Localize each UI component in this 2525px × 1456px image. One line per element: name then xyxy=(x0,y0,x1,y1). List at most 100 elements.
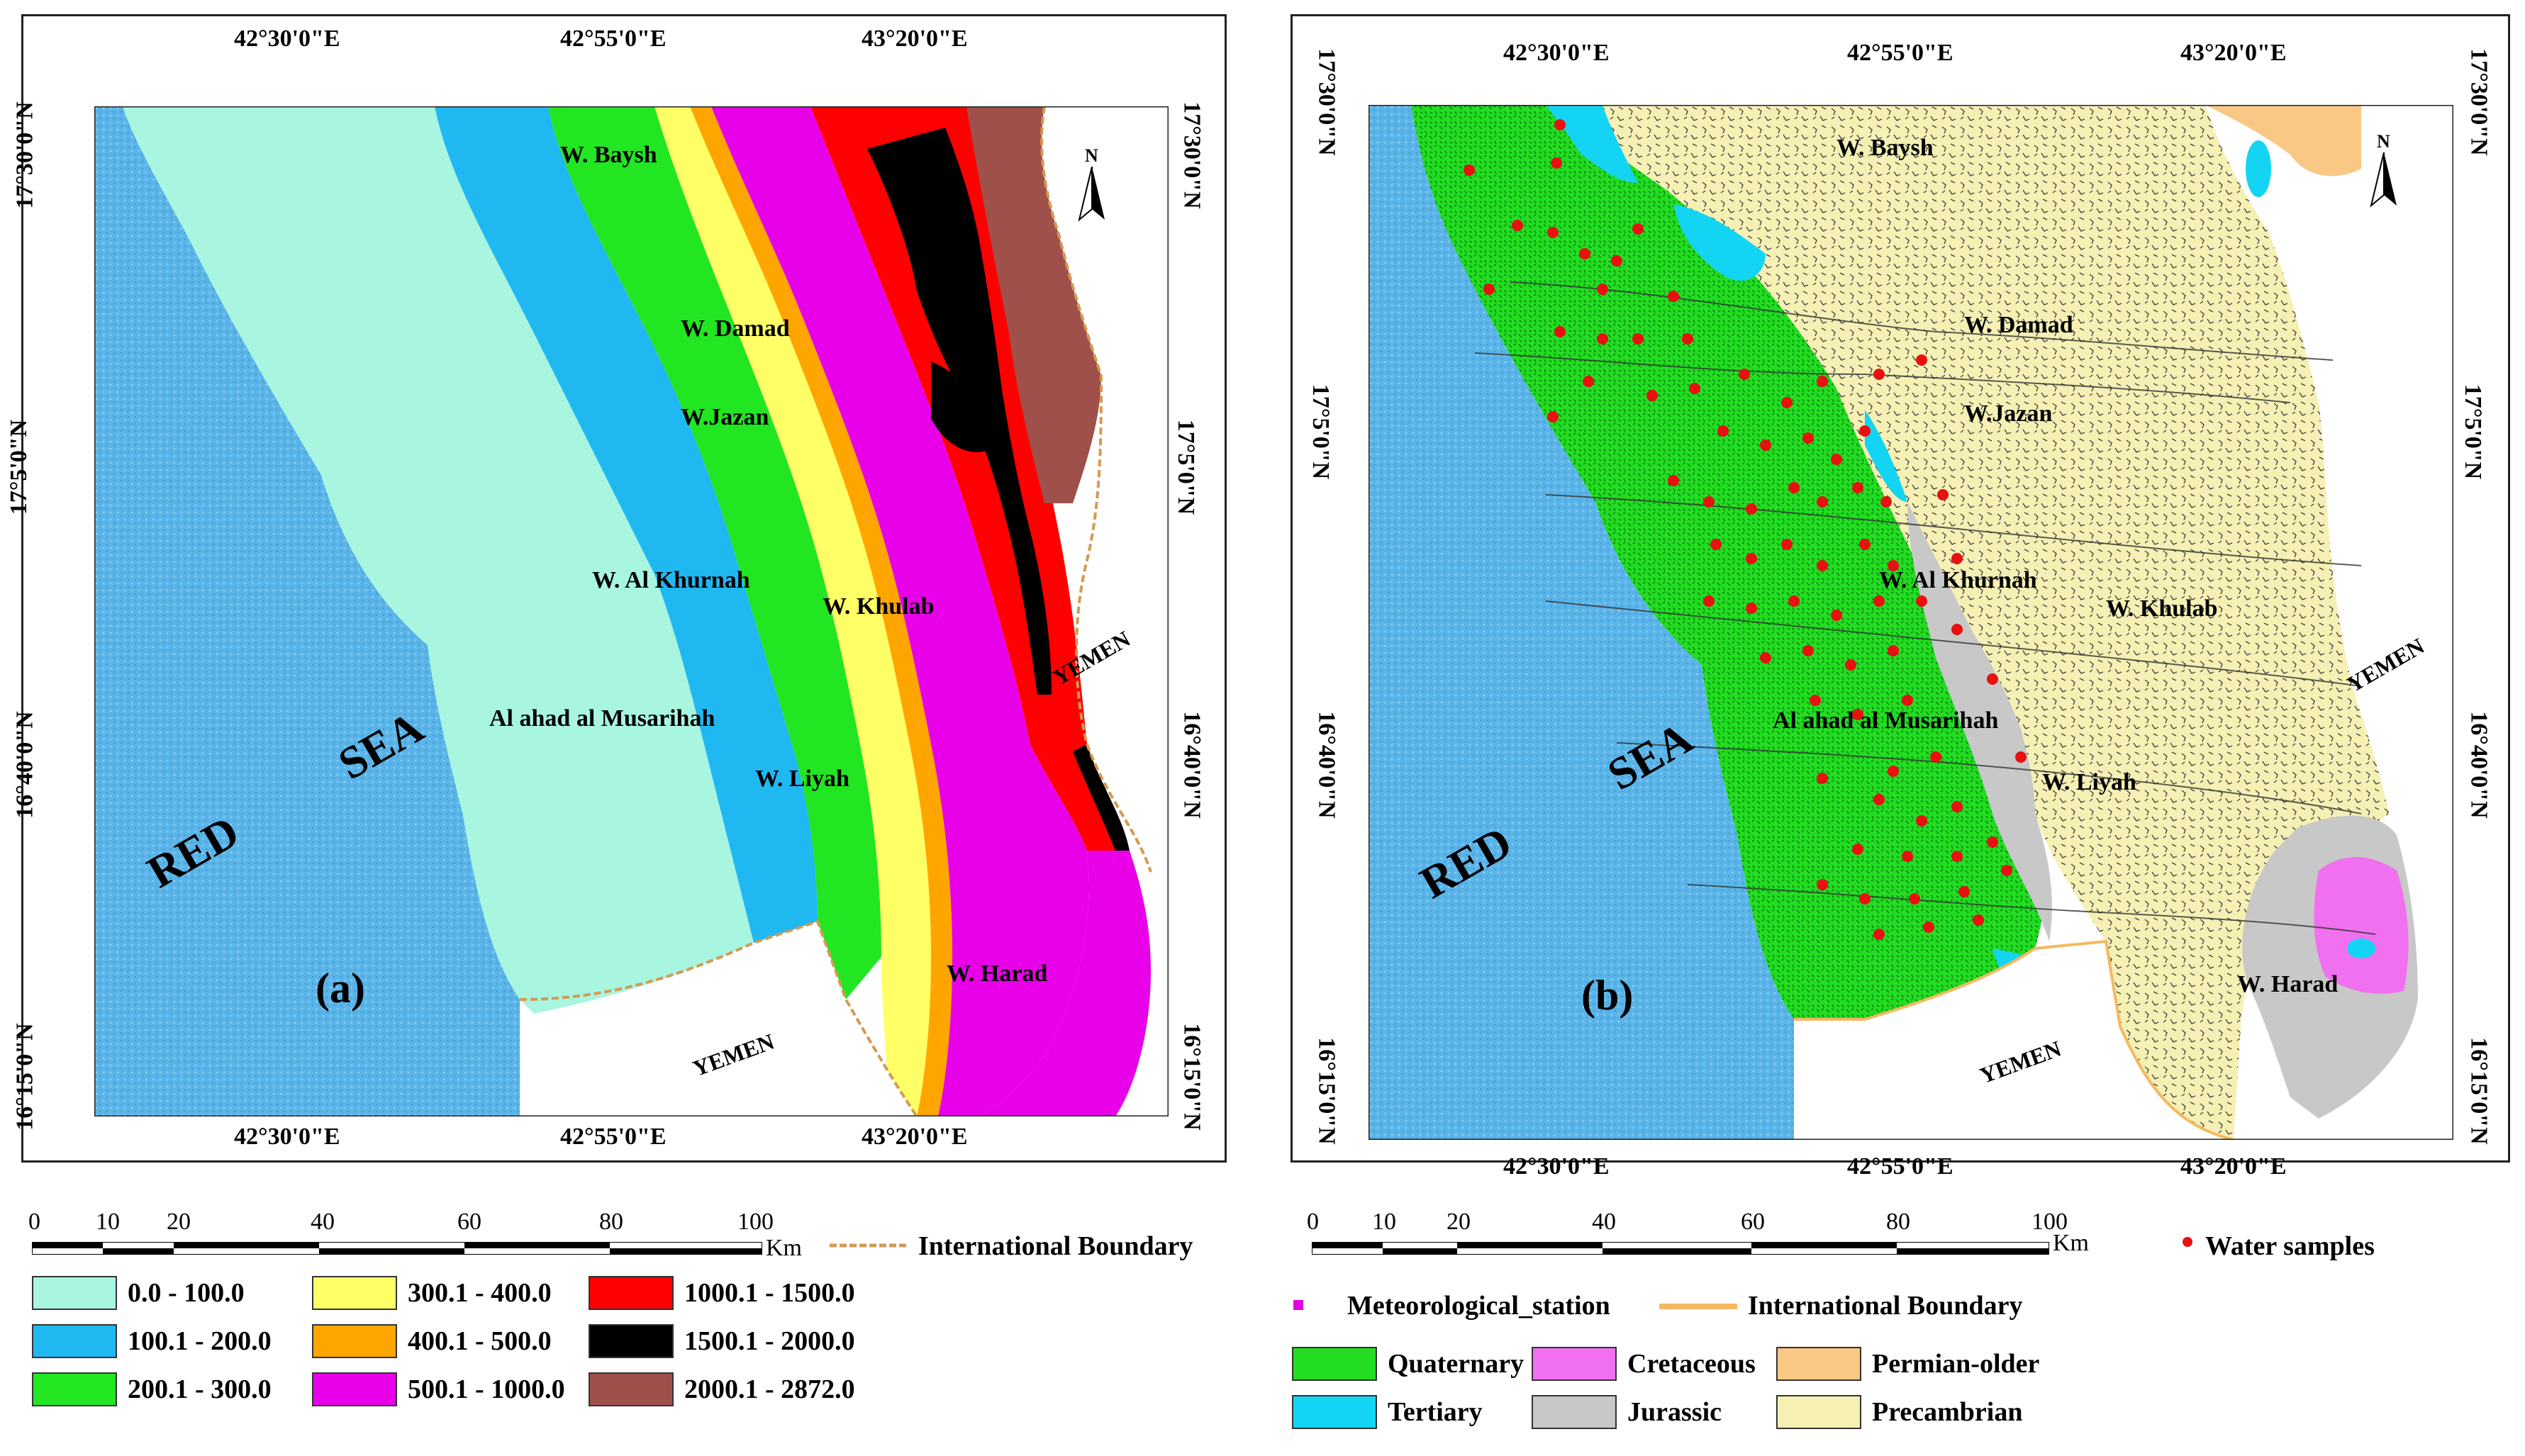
panel-a-place-musarihah: Al ahad al Musarihah xyxy=(489,705,715,732)
panel-b-top-coord-3: 43°20'0"E xyxy=(2180,40,2287,66)
panel-a-right-coord-3: 16°40'0"N xyxy=(1178,711,1205,819)
panel-a-scale-tick-0: 0 xyxy=(28,1209,40,1235)
elevation-legend-label: 200.1 - 300.0 xyxy=(128,1374,272,1404)
panel-b-left-coord-2: 17°5'0"N xyxy=(1308,383,1334,480)
panel-b-frame xyxy=(1291,14,2510,1163)
elevation-legend-swatch xyxy=(312,1372,397,1406)
panel-b-right-coord-3: 16°40'0"N xyxy=(2465,711,2492,819)
elevation-legend-swatch xyxy=(589,1276,674,1310)
panel-a-boundary-label: International Boundary xyxy=(918,1231,1193,1261)
panel-a-scale-tick-80: 80 xyxy=(599,1209,623,1235)
panel-a-scale-tick-10: 10 xyxy=(96,1209,120,1235)
elevation-legend-label: 0.0 - 100.0 xyxy=(128,1278,245,1308)
panel-b-right-coord-4: 16°15'0"N xyxy=(2465,1037,2492,1145)
panel-a-scale-tick-60: 60 xyxy=(457,1209,481,1235)
geology-legend-label: Permian-older xyxy=(1872,1349,2040,1379)
panel-a-place-khurnah: W. Al Khurnah xyxy=(592,567,750,593)
elevation-legend-label: 400.1 - 500.0 xyxy=(408,1326,552,1356)
geology-legend-label: Precambrian xyxy=(1872,1397,2023,1427)
panel-b-bottom-coord-2: 42°55'0"E xyxy=(1847,1153,1953,1180)
panel-b-place-musarihah: Al ahad al Musarihah xyxy=(1773,707,1999,734)
panel-b-scale-tick-40: 40 xyxy=(1592,1209,1616,1235)
panel-a-place-harad: W. Harad xyxy=(947,961,1048,987)
panel-b-left-coord-1: 17°30'0"N xyxy=(1313,48,1340,156)
panel-a-scale-tick-100: 100 xyxy=(737,1209,774,1235)
panel-a-scale-tick-40: 40 xyxy=(311,1209,335,1235)
panel-a-north-letter: N xyxy=(1085,145,1098,166)
panel-a-bottom-coord-2: 42°55'0"E xyxy=(560,1124,667,1150)
elevation-legend-swatch xyxy=(589,1372,674,1406)
panel-b-place-damad: W. Damad xyxy=(1964,312,2073,338)
elevation-legend-label: 1000.1 - 1500.0 xyxy=(684,1278,855,1308)
panel-b-boundary-label: International Boundary xyxy=(1748,1291,2023,1321)
elevation-legend-label: 300.1 - 400.0 xyxy=(408,1278,552,1308)
panel-a-bottom-coord-3: 43°20'0"E xyxy=(862,1124,968,1150)
panel-b-place-jazan: W.Jazan xyxy=(1964,401,2053,427)
geology-legend-swatch xyxy=(1532,1347,1617,1381)
panel-b-bottom-coord-1: 42°30'0"E xyxy=(1503,1153,1610,1180)
panel-a-label: (a) xyxy=(316,965,365,1012)
elevation-legend-label: 1500.1 - 2000.0 xyxy=(684,1326,855,1356)
panel-b-boundary-symbol xyxy=(1659,1304,1737,1309)
north-arrow-icon xyxy=(1078,167,1105,222)
panel-b-scale-tick-10: 10 xyxy=(1372,1209,1396,1235)
elevation-legend-swatch xyxy=(589,1324,674,1358)
panel-b-scale-tick-0: 0 xyxy=(1307,1209,1319,1235)
panel-b-scale-tick-80: 80 xyxy=(1886,1209,1910,1235)
panel-a-top-coord-1: 42°30'0"E xyxy=(234,26,340,52)
panel-b-label: (b) xyxy=(1581,972,1634,1019)
geology-legend-label: Jurassic xyxy=(1627,1397,1722,1427)
panel-b-right-coord-2: 17°5'0"N xyxy=(2460,383,2487,480)
elevation-legend-swatch xyxy=(312,1324,397,1358)
geology-legend-swatch xyxy=(1292,1347,1377,1381)
panel-b-place-liyah: W. Liyah xyxy=(2042,769,2136,795)
panel-a-left-coord-4: 16°15'0"N xyxy=(11,1023,38,1131)
panel-b-left-coord-3: 16°40'0"N xyxy=(1313,711,1340,819)
panel-b-bottom-coord-3: 43°20'0"E xyxy=(2180,1153,2287,1180)
panel-a-boundary-symbol xyxy=(830,1243,908,1248)
panel-b-water-samples-label: Water samples xyxy=(2205,1231,2375,1261)
panel-a-scale-tick-20: 20 xyxy=(167,1209,191,1235)
panel-b-met-station-label: Meteorological_station xyxy=(1347,1291,1610,1321)
elevation-legend-label: 100.1 - 200.0 xyxy=(128,1326,272,1356)
panel-a-place-liyah: W. Liyah xyxy=(755,766,849,792)
geology-legend-swatch xyxy=(1532,1395,1617,1429)
panel-a-frame xyxy=(21,14,1227,1163)
panel-a-right-coord-4: 16°15'0"N xyxy=(1178,1023,1205,1131)
elevation-legend-label: 500.1 - 1000.0 xyxy=(408,1374,565,1404)
geology-legend-swatch xyxy=(1776,1395,1861,1429)
elevation-legend-swatch xyxy=(32,1324,117,1358)
panel-a-elevation-map xyxy=(94,106,1169,1116)
panel-b-scale-tick-60: 60 xyxy=(1741,1209,1765,1235)
panel-a-right-coord-1: 17°30'0"N xyxy=(1178,101,1205,209)
panel-a-place-khulab: W. Khulab xyxy=(823,593,935,620)
geology-legend-label: Cretaceous xyxy=(1627,1349,1756,1379)
panel-a-right-coord-2: 17°5'0"N xyxy=(1173,419,1200,515)
panel-a-top-coord-2: 42°55'0"E xyxy=(560,26,667,52)
panel-b-water-samples xyxy=(1464,119,2027,940)
panel-b-scale-unit: Km xyxy=(2053,1230,2089,1256)
panel-a-place-baysh: W. Baysh xyxy=(560,142,657,168)
panel-a-left-coord-2: 17°5'0"N xyxy=(6,419,33,515)
panel-b-scale-bar xyxy=(1312,1242,2049,1255)
panel-a-top-coord-3: 43°20'0"E xyxy=(862,26,968,52)
panel-a-left-coord-1: 17°30'0"N xyxy=(11,101,38,209)
panel-b-scale-tick-100: 100 xyxy=(2031,1209,2068,1235)
panel-b-place-khulab: W. Khulab xyxy=(2106,595,2218,622)
panel-b-place-baysh: W. Baysh xyxy=(1836,135,1934,161)
panel-b-place-harad: W. Harad xyxy=(2237,971,2339,997)
panel-a-scale-bar xyxy=(32,1242,762,1255)
panel-b-geology-map xyxy=(1369,105,2453,1140)
panel-a-place-jazan: W.Jazan xyxy=(681,404,769,430)
elevation-legend-label: 2000.1 - 2872.0 xyxy=(684,1374,855,1404)
panel-b-scale-tick-20: 20 xyxy=(1447,1209,1471,1235)
north-arrow-icon xyxy=(2370,152,2397,208)
panel-a-scale-unit: Km xyxy=(766,1235,802,1261)
geology-legend-swatch xyxy=(1776,1347,1861,1381)
panel-b-north-letter: N xyxy=(2377,131,2390,152)
panel-a-bottom-coord-1: 42°30'0"E xyxy=(234,1124,340,1150)
elevation-legend-swatch xyxy=(32,1276,117,1310)
panel-b-place-khurnah: W. Al Khurnah xyxy=(1879,567,2037,593)
panel-b-met-station-symbol xyxy=(1293,1300,1303,1310)
elevation-legend-swatch xyxy=(312,1276,397,1310)
